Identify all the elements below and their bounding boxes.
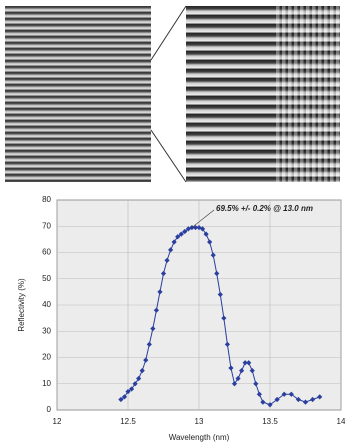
figure: Wavelength (nm) Reflectivity (%) 0 10 20 30… bbox=[0, 0, 345, 442]
x-tick-label: 14 bbox=[337, 417, 345, 426]
x-tick-label: 12 bbox=[53, 417, 62, 426]
y-axis-title: Reflectivity (%) bbox=[17, 278, 26, 332]
y-tick-label: 70 bbox=[42, 221, 51, 230]
chart: Wavelength (nm) Reflectivity (%) 0 10 20 30… bbox=[0, 0, 345, 442]
x-axis-title: Wavelength (nm) bbox=[169, 433, 230, 442]
y-tick-label: 40 bbox=[42, 300, 51, 309]
y-tick-label: 10 bbox=[42, 379, 51, 388]
y-tick-label: 0 bbox=[47, 405, 52, 414]
y-tick-label: 30 bbox=[42, 326, 51, 335]
x-tick-label: 13.5 bbox=[262, 417, 278, 426]
y-tick-label: 20 bbox=[42, 353, 51, 362]
x-tick-label: 13 bbox=[195, 417, 204, 426]
y-tick-label: 50 bbox=[42, 274, 51, 283]
y-tick-label: 80 bbox=[42, 195, 51, 204]
x-tick-label: 12.5 bbox=[120, 417, 136, 426]
annotation: 69.5% +/- 0.2% @ 13.0 nm bbox=[216, 204, 313, 213]
zoom-line bbox=[151, 6, 186, 60]
y-tick-label: 60 bbox=[42, 248, 51, 257]
zoom-line bbox=[151, 130, 186, 182]
